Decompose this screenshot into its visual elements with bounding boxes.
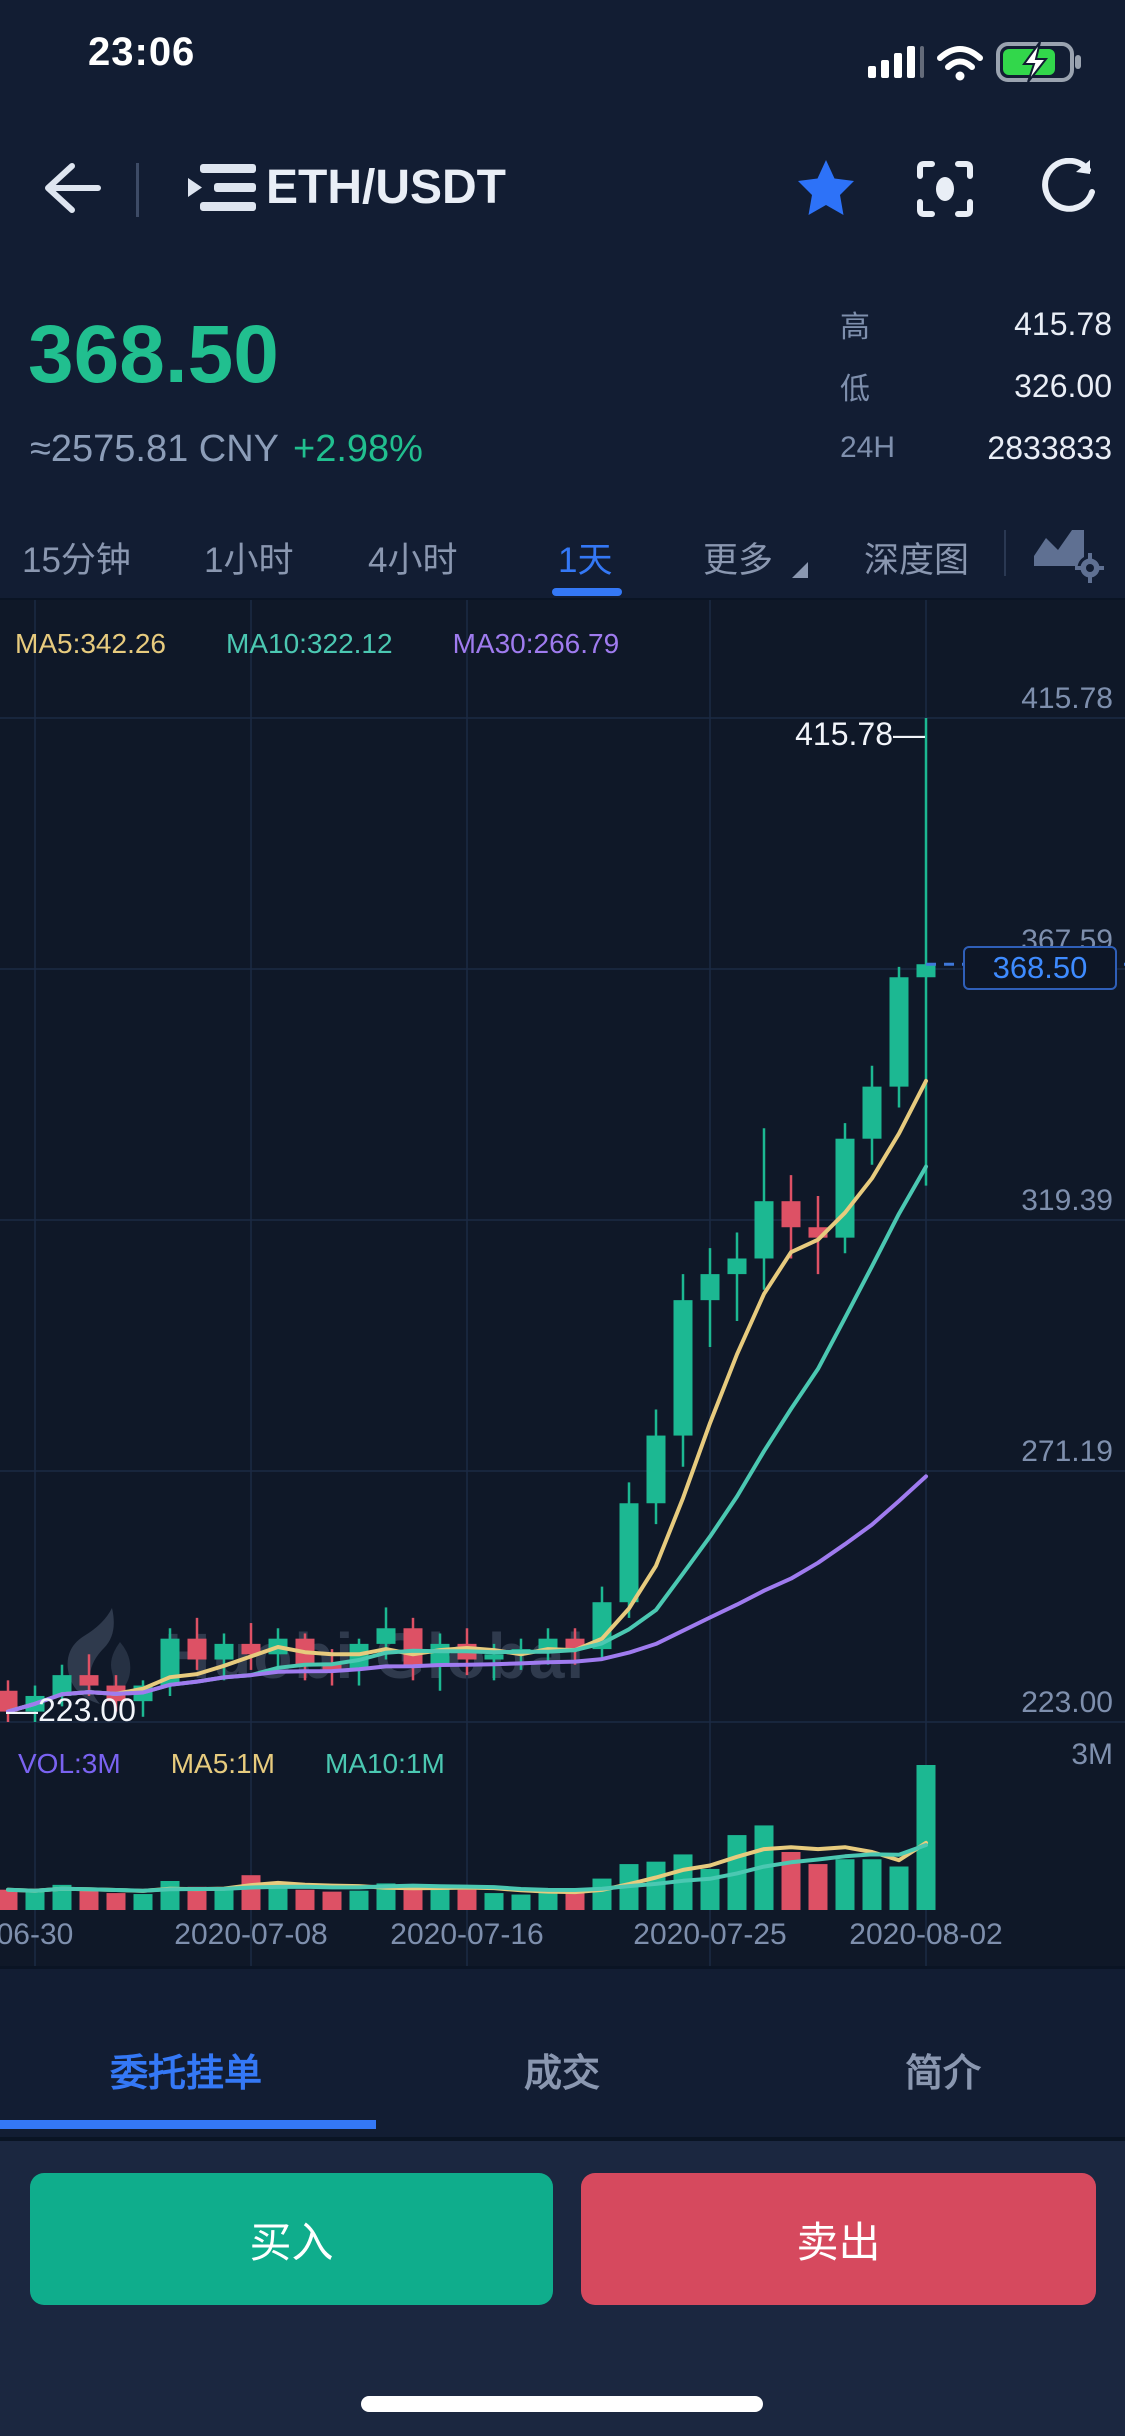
fiat-conversion-row: ≈2575.81 CNY +2.98%	[30, 428, 423, 471]
high-value: 415.78	[1014, 305, 1112, 342]
tab-row-divider	[1004, 530, 1006, 576]
high-price-marker: 415.78—	[795, 716, 925, 752]
high-label: 高	[840, 311, 870, 344]
home-indicator[interactable]	[361, 2396, 763, 2412]
stat-row-low: 低 326.00	[840, 366, 1112, 407]
more-dropdown-triangle-icon	[792, 562, 808, 578]
volume-indicator-row: VOL:3M MA5:1M MA10:1M	[18, 1748, 445, 1780]
tab-trades[interactable]: 成交	[524, 2053, 601, 2095]
vol-ma10-label: MA10:1M	[324, 1748, 445, 1779]
ma5-label: MA5:342.26	[15, 628, 166, 659]
bottom-active-tab-underline	[0, 2120, 376, 2129]
stat-row-volume: 24H 2833833	[840, 428, 1112, 468]
tab-more[interactable]: 更多	[703, 541, 774, 580]
low-label: 低	[840, 373, 870, 406]
signal-icon	[868, 46, 924, 78]
volume-24h-value: 2833833	[987, 429, 1112, 466]
tab-depth-chart[interactable]: 深度图	[864, 541, 970, 580]
fiat-value: ≈2575.81 CNY	[30, 428, 280, 470]
tab-4hour[interactable]: 4小时	[368, 541, 458, 580]
x-axis-tick-1: 2020-07-08	[174, 1918, 328, 1951]
x-axis-divider	[0, 1966, 1125, 1969]
header-divider	[136, 163, 139, 217]
ma-indicator-row: MA5:342.26 MA10:322.12 MA30:266.79	[15, 628, 619, 660]
x-axis-tick-3: 2020-07-25	[633, 1918, 787, 1951]
refresh-icon[interactable]	[1038, 158, 1098, 218]
x-axis-tick-4: 2020-08-02	[849, 1918, 1003, 1951]
x-axis-tick-2: 2020-07-16	[390, 1918, 544, 1951]
wifi-icon	[937, 46, 983, 81]
ma10-label: MA10:322.12	[226, 628, 393, 659]
ma30-label: MA30:266.79	[452, 628, 620, 659]
huobi-flame-logo-icon	[67, 1608, 131, 1704]
battery-charging-icon	[996, 41, 1081, 83]
favorite-star-icon[interactable]	[796, 158, 856, 218]
current-price-tag[interactable]: 368.50	[963, 946, 1117, 990]
last-price: 368.50	[28, 309, 279, 400]
y-axis-tick-0: 415.78	[1021, 682, 1113, 715]
pair-title[interactable]: ETH/USDT	[266, 161, 506, 214]
status-bar-icons	[868, 41, 1081, 83]
status-bar-time: 23:06	[88, 30, 196, 74]
tab-1day[interactable]: 1天	[558, 541, 613, 580]
sell-button[interactable]: 卖出	[581, 2173, 1096, 2305]
back-button[interactable]	[38, 160, 102, 216]
y-axis-tick-2: 319.39	[1021, 1184, 1113, 1217]
scan-icon[interactable]	[916, 160, 974, 218]
trade-panel-divider	[0, 2137, 1125, 2141]
tab-introduction[interactable]: 简介	[905, 2053, 982, 2095]
volume-axis-max: 3M	[1071, 1738, 1113, 1771]
x-axis-tick-0: 06-30	[0, 1918, 74, 1951]
chart-settings-icon[interactable]	[1032, 526, 1104, 584]
y-axis-tick-4: 223.00	[1021, 1686, 1113, 1719]
stat-row-high: 高 415.78	[840, 304, 1112, 345]
volume-24h-label: 24H	[840, 431, 896, 464]
bottom-tabs-bar	[0, 1969, 1125, 2137]
vol-label: VOL:3M	[18, 1748, 121, 1779]
y-axis-tick-3: 271.19	[1021, 1435, 1113, 1468]
low-value: 326.00	[1014, 367, 1112, 404]
tab-open-orders[interactable]: 委托挂单	[110, 2053, 263, 2095]
pairs-list-icon[interactable]	[186, 162, 256, 214]
change-percent: +2.98%	[293, 428, 423, 470]
tab-1hour[interactable]: 1小时	[204, 541, 294, 580]
vol-ma5-label: MA5:1M	[170, 1748, 275, 1779]
section-divider	[0, 598, 1125, 601]
low-price-marker: —223.00	[6, 1692, 136, 1728]
tab-15min[interactable]: 15分钟	[22, 541, 131, 580]
buy-button[interactable]: 买入	[30, 2173, 553, 2305]
chart-background	[0, 600, 1125, 1968]
active-tab-underline	[552, 588, 622, 596]
